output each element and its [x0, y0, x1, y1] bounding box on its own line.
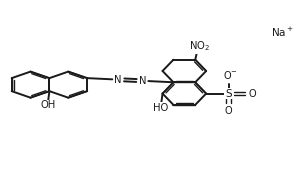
Text: O$^{-}$: O$^{-}$	[223, 69, 238, 81]
Text: O: O	[249, 89, 256, 99]
Text: OH: OH	[40, 100, 56, 111]
Text: Na$^+$: Na$^+$	[272, 26, 294, 39]
Text: NO$_2$: NO$_2$	[189, 40, 211, 53]
Text: S: S	[225, 89, 232, 99]
Text: O: O	[225, 106, 232, 116]
Text: N: N	[115, 75, 122, 85]
Text: N: N	[139, 76, 146, 86]
Text: HO: HO	[153, 103, 169, 113]
